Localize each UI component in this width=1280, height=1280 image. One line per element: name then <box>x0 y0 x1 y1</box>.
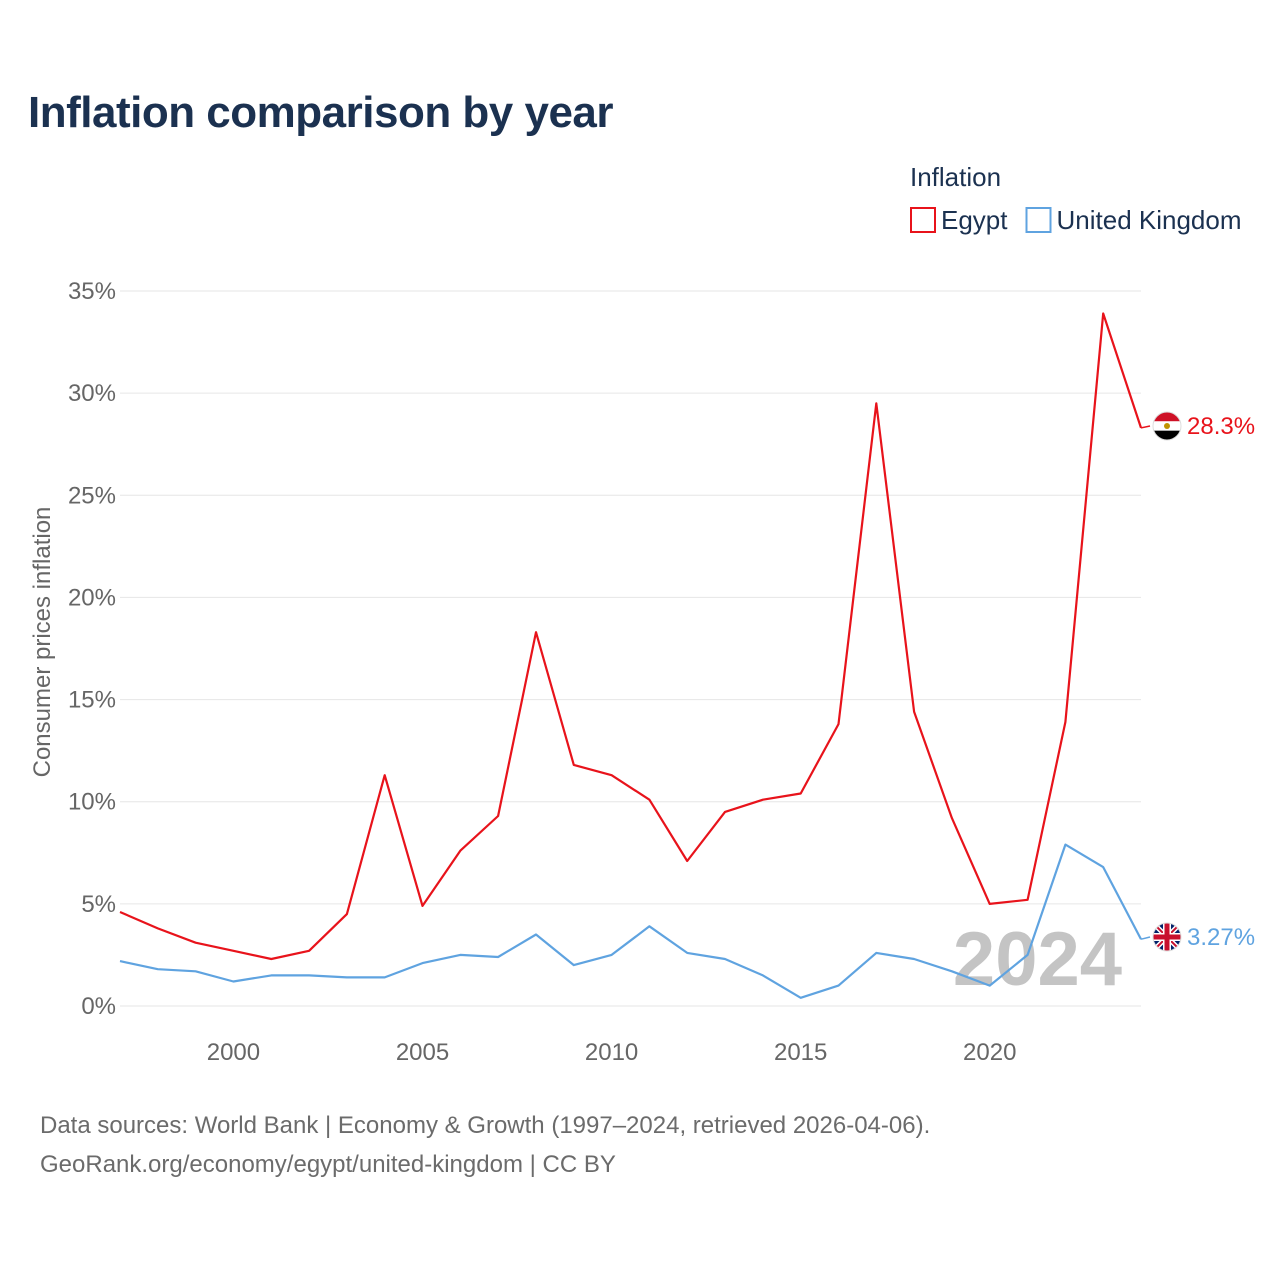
series-group <box>119 312 1143 999</box>
chart-title: Inflation comparison by year <box>28 88 614 137</box>
end-label-value: 3.27% <box>1187 924 1255 951</box>
legend-label: Egypt <box>941 205 1008 235</box>
legend-item-united-kingdom[interactable]: United Kingdom <box>1025 205 1242 235</box>
legend-label: United Kingdom <box>1057 205 1242 235</box>
x-tick-label: 2005 <box>396 1039 449 1066</box>
legend-item-egypt[interactable]: Egypt <box>910 205 1008 235</box>
legend-title: Inflation <box>910 162 1001 192</box>
y-tick-label: 25% <box>68 482 116 509</box>
x-tick-label: 2000 <box>207 1039 260 1066</box>
x-tick-label: 2015 <box>774 1039 827 1066</box>
y-axis-label: Consumer prices inflation <box>29 507 56 778</box>
y-tick-label: 15% <box>68 687 116 714</box>
y-tick-label: 5% <box>81 891 116 918</box>
x-axis: 2000 2005 2010 2015 2020 <box>207 1039 1017 1066</box>
source-credit: GeoRank.org/economy/egypt/united-kingdom… <box>40 1151 616 1178</box>
end-label-value: 28.3% <box>1187 413 1255 440</box>
data-sources: Data sources: World Bank | Economy & Gro… <box>40 1112 931 1139</box>
y-axis: 0% 5% 10% 15% 20% 25% 30% 35% <box>68 278 116 1020</box>
chart-area: 0%5%10%15%20%25%30%35% 2000 2005 2010 2015 2… <box>29 162 1255 1066</box>
y-tick-label: 0% <box>81 993 116 1020</box>
y-tick-label: 30% <box>68 380 116 407</box>
footer: Data sources: World Bank | Economy & Gro… <box>40 1106 930 1184</box>
year-watermark: 2024 <box>953 917 1122 1002</box>
y-tick-label: 10% <box>68 789 116 816</box>
x-tick-label: 2020 <box>963 1039 1016 1066</box>
x-tick-label: 2010 <box>585 1039 638 1066</box>
legend-swatch <box>1025 207 1052 233</box>
uk-flag-icon <box>1152 922 1182 952</box>
y-tick-label: 20% <box>68 584 116 611</box>
grid-lines <box>120 290 1141 1007</box>
egypt-flag-icon <box>1152 411 1182 441</box>
y-tick-label: 35% <box>68 278 116 305</box>
series-line-egypt <box>119 312 1143 961</box>
series-line-united-kingdom <box>119 843 1142 999</box>
end-labels: 28.3% 3.27% <box>1140 411 1255 952</box>
end-label-connector <box>1140 936 1151 940</box>
legend[interactable]: Inflation Egypt United Kingdom <box>910 162 1242 235</box>
end-label-connector <box>1140 425 1151 429</box>
legend-swatch <box>910 207 936 233</box>
